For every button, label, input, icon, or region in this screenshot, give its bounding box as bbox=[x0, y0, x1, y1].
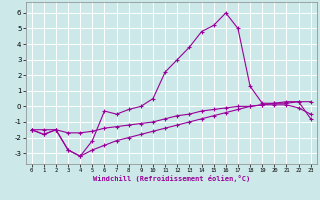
X-axis label: Windchill (Refroidissement éolien,°C): Windchill (Refroidissement éolien,°C) bbox=[92, 175, 250, 182]
